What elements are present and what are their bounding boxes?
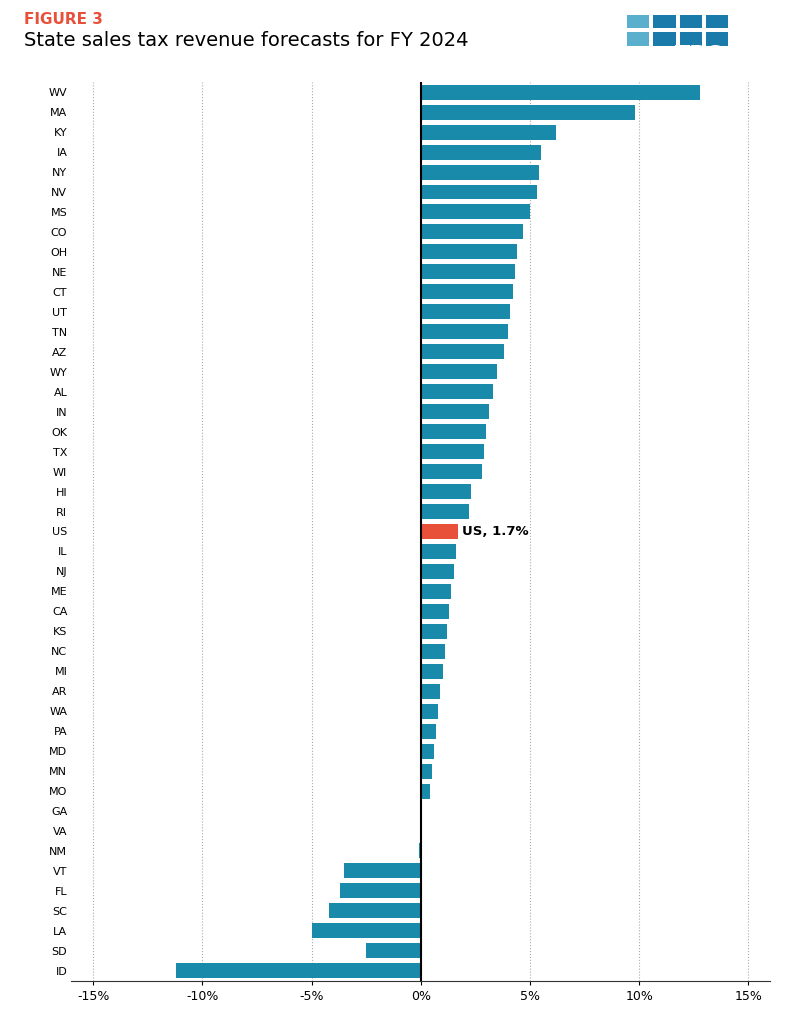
Bar [627,14,649,29]
Text: State sales tax revenue forecasts for FY 2024: State sales tax revenue forecasts for FY… [24,31,468,50]
Bar [421,623,447,639]
Bar [421,304,511,319]
Bar [421,365,497,379]
Bar [421,244,517,260]
Bar [421,384,493,400]
Bar [176,963,421,979]
Bar [421,444,484,459]
Bar [680,14,702,29]
Bar [421,204,530,220]
Bar [311,923,421,939]
Bar [421,684,441,698]
Bar [421,524,458,539]
Bar [421,84,700,100]
Bar [653,32,676,46]
Bar [421,504,468,519]
Bar [421,325,508,339]
Bar [421,644,445,658]
Bar [418,843,421,859]
Text: FIGURE 3: FIGURE 3 [24,12,102,28]
Bar [329,904,421,918]
Bar [421,703,438,719]
Bar [421,584,451,599]
Bar [421,405,488,419]
Bar [421,105,634,119]
Bar [421,764,432,778]
Bar [421,544,456,559]
Bar [680,32,702,46]
Text: US, 1.7%: US, 1.7% [462,525,529,538]
Bar [421,124,556,140]
Bar [627,32,649,46]
Bar [653,14,676,29]
Bar [421,225,523,239]
Bar [421,284,512,299]
Bar [706,32,728,46]
Bar [421,264,515,279]
Bar [421,724,436,738]
Bar [421,744,434,759]
Bar [345,864,421,878]
Bar [421,663,442,679]
Bar [421,344,503,359]
Bar [421,803,422,819]
Bar [421,784,430,799]
Bar [421,145,541,159]
Bar [340,883,421,899]
Bar [421,185,537,199]
Bar [421,464,482,479]
Bar [421,604,449,619]
Bar [421,424,486,440]
Bar [421,164,538,180]
Bar [421,564,453,579]
Bar [706,14,728,29]
Bar [366,944,421,958]
Text: TPC: TPC [675,45,723,65]
Bar [421,484,471,499]
